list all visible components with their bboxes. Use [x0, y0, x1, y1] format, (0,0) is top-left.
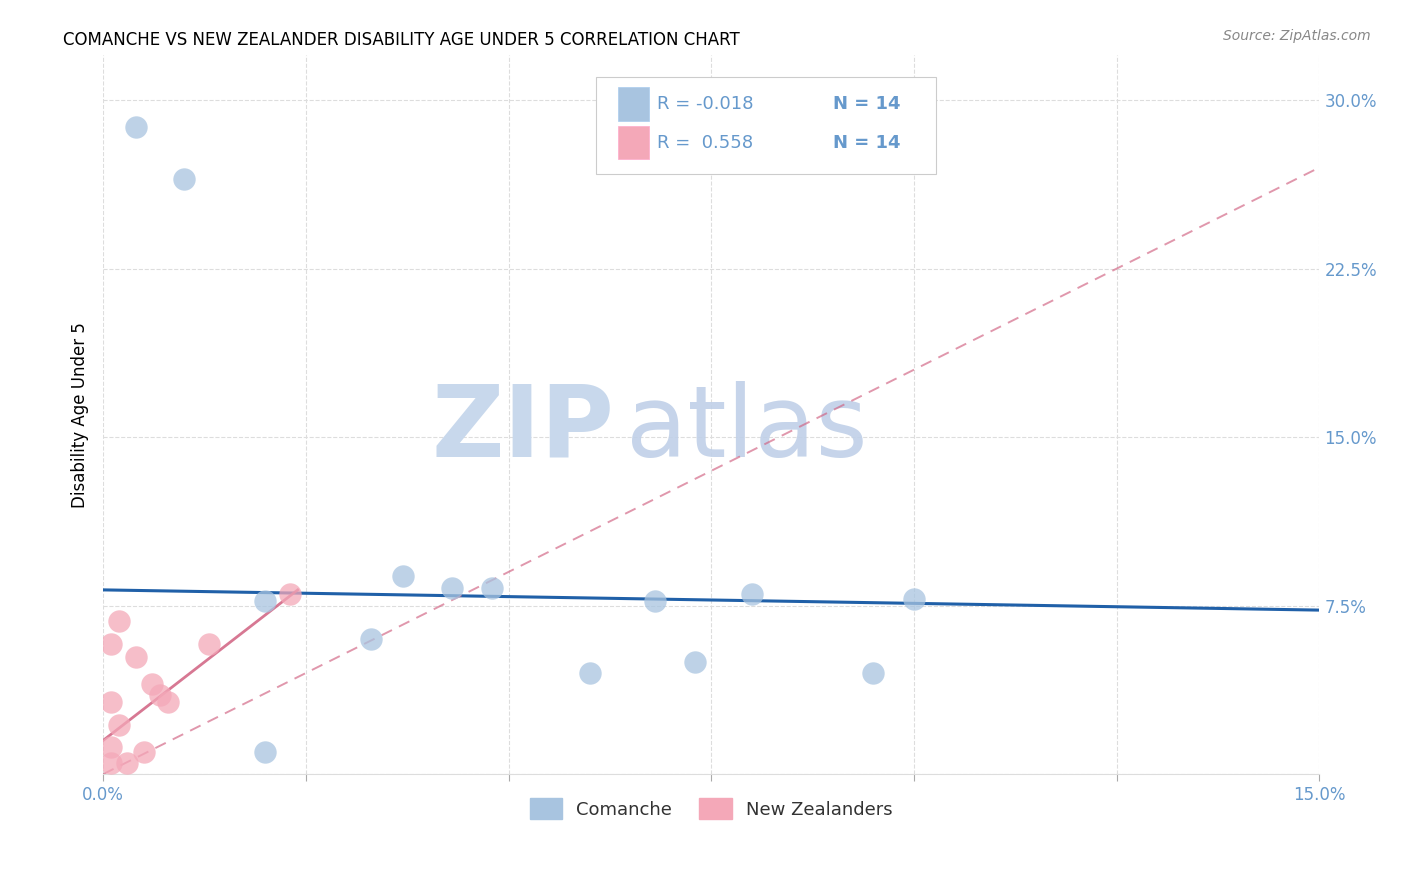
Point: [683, 655, 706, 669]
Point: [141, 677, 163, 691]
Point: [124, 120, 146, 134]
Point: [392, 569, 415, 583]
Point: [124, 650, 146, 665]
Point: [644, 594, 666, 608]
Point: [100, 637, 122, 651]
Point: [132, 745, 155, 759]
Point: [578, 666, 600, 681]
Point: [156, 695, 179, 709]
Text: ZIP: ZIP: [432, 381, 614, 477]
Point: [360, 632, 382, 647]
Text: R = -0.018: R = -0.018: [657, 95, 754, 113]
Point: [108, 615, 131, 629]
Text: COMANCHE VS NEW ZEALANDER DISABILITY AGE UNDER 5 CORRELATION CHART: COMANCHE VS NEW ZEALANDER DISABILITY AGE…: [63, 31, 740, 49]
Point: [197, 637, 219, 651]
FancyBboxPatch shape: [617, 127, 650, 160]
Point: [117, 756, 139, 770]
Text: N = 14: N = 14: [832, 134, 900, 152]
Point: [903, 591, 925, 606]
FancyBboxPatch shape: [596, 77, 936, 174]
Y-axis label: Disability Age Under 5: Disability Age Under 5: [72, 322, 89, 508]
Point: [100, 756, 122, 770]
Point: [149, 689, 172, 703]
Text: Source: ZipAtlas.com: Source: ZipAtlas.com: [1223, 29, 1371, 43]
Point: [741, 587, 763, 601]
Legend: Comanche, New Zealanders: Comanche, New Zealanders: [523, 791, 900, 826]
FancyBboxPatch shape: [617, 87, 650, 120]
Point: [173, 171, 195, 186]
Point: [254, 594, 277, 608]
Point: [100, 740, 122, 755]
Point: [108, 717, 131, 731]
Text: atlas: atlas: [626, 381, 868, 477]
Point: [440, 581, 463, 595]
Point: [254, 745, 277, 759]
Text: N = 14: N = 14: [832, 95, 900, 113]
Text: R =  0.558: R = 0.558: [657, 134, 752, 152]
Point: [481, 581, 503, 595]
Point: [278, 587, 301, 601]
Point: [862, 666, 884, 681]
Point: [100, 695, 122, 709]
